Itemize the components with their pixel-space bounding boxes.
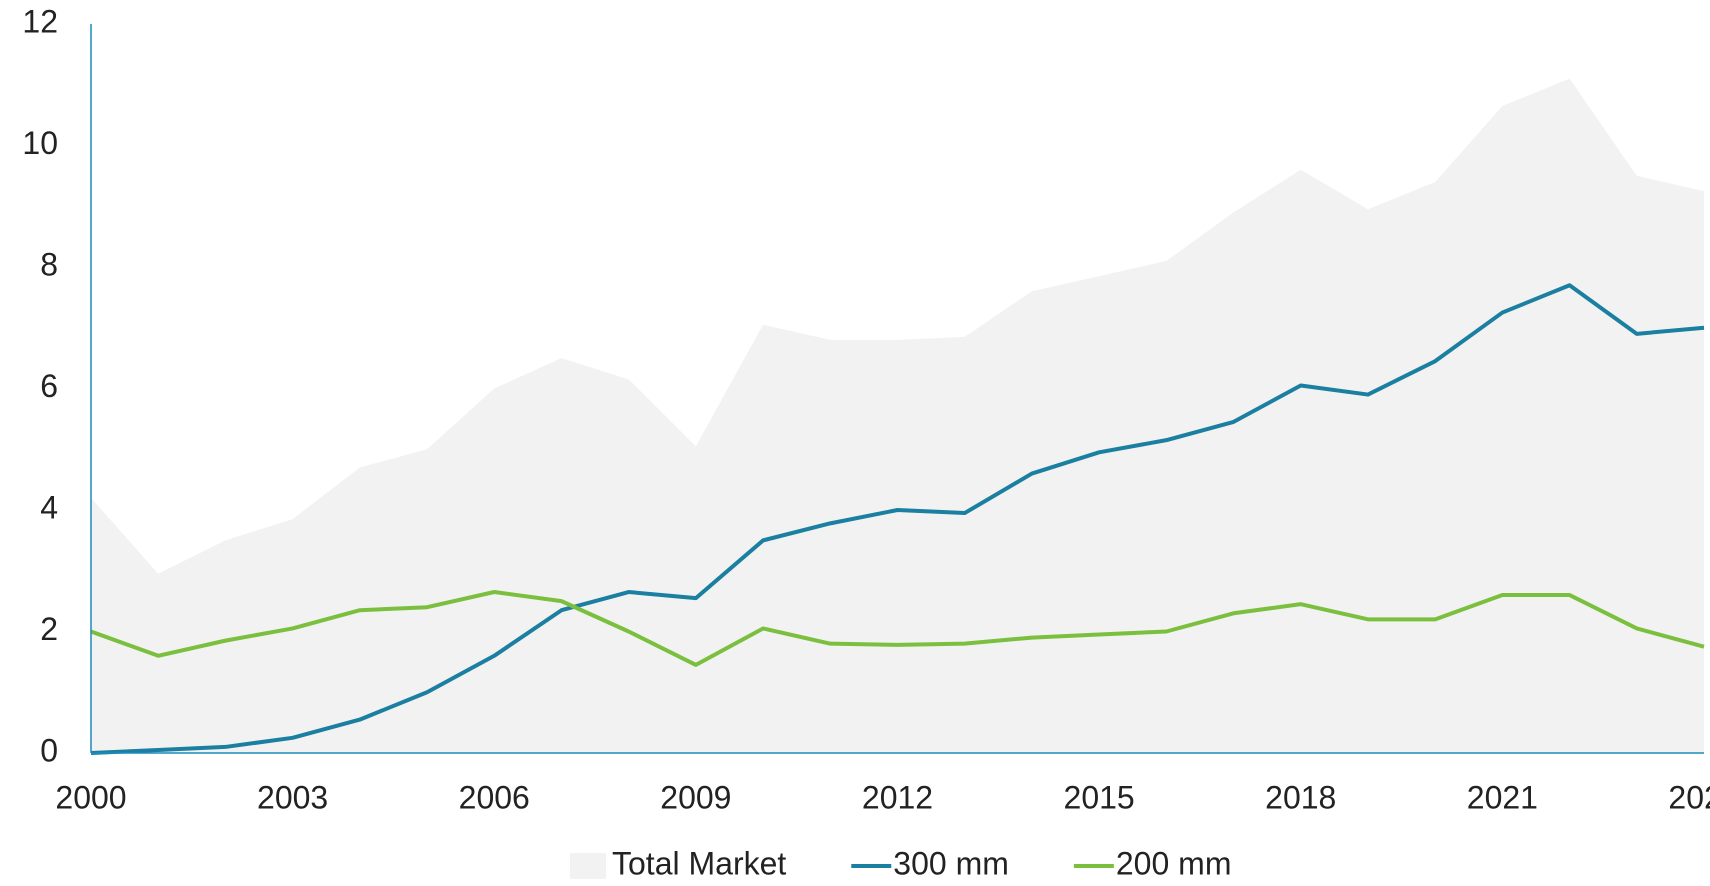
- legend-label: Total Market: [612, 845, 786, 881]
- y-tick-label: 4: [40, 489, 58, 525]
- legend-label: 200 mm: [1116, 845, 1232, 881]
- x-tick-label: 2006: [459, 779, 530, 815]
- y-tick-label: 0: [40, 732, 58, 768]
- y-tick-label: 8: [40, 246, 58, 282]
- x-tick-label: 2024: [1668, 779, 1710, 815]
- y-tick-label: 2: [40, 611, 58, 647]
- line: [90, 590, 1705, 667]
- x-tick-label: 2012: [862, 779, 933, 815]
- area: [91, 78, 1704, 754]
- x-tick-label: 2021: [1467, 779, 1538, 815]
- legend-item: Total Market: [570, 845, 786, 881]
- x-tick-label: 2018: [1265, 779, 1336, 815]
- y-tick-label: 6: [40, 368, 58, 404]
- x-tick-label: 2000: [55, 779, 126, 815]
- legend-item: 200 mm: [1073, 845, 1232, 881]
- legend-label: 300 mm: [893, 845, 1009, 881]
- x-tick-label: 2009: [660, 779, 731, 815]
- legend-item: 300 mm: [851, 845, 1009, 881]
- line: [90, 283, 1705, 755]
- y-tick-label: 10: [22, 125, 58, 161]
- legend-swatch: [570, 853, 606, 879]
- y-tick-label: 12: [22, 3, 58, 39]
- x-tick-label: 2003: [257, 779, 328, 815]
- x-tick-label: 2015: [1064, 779, 1135, 815]
